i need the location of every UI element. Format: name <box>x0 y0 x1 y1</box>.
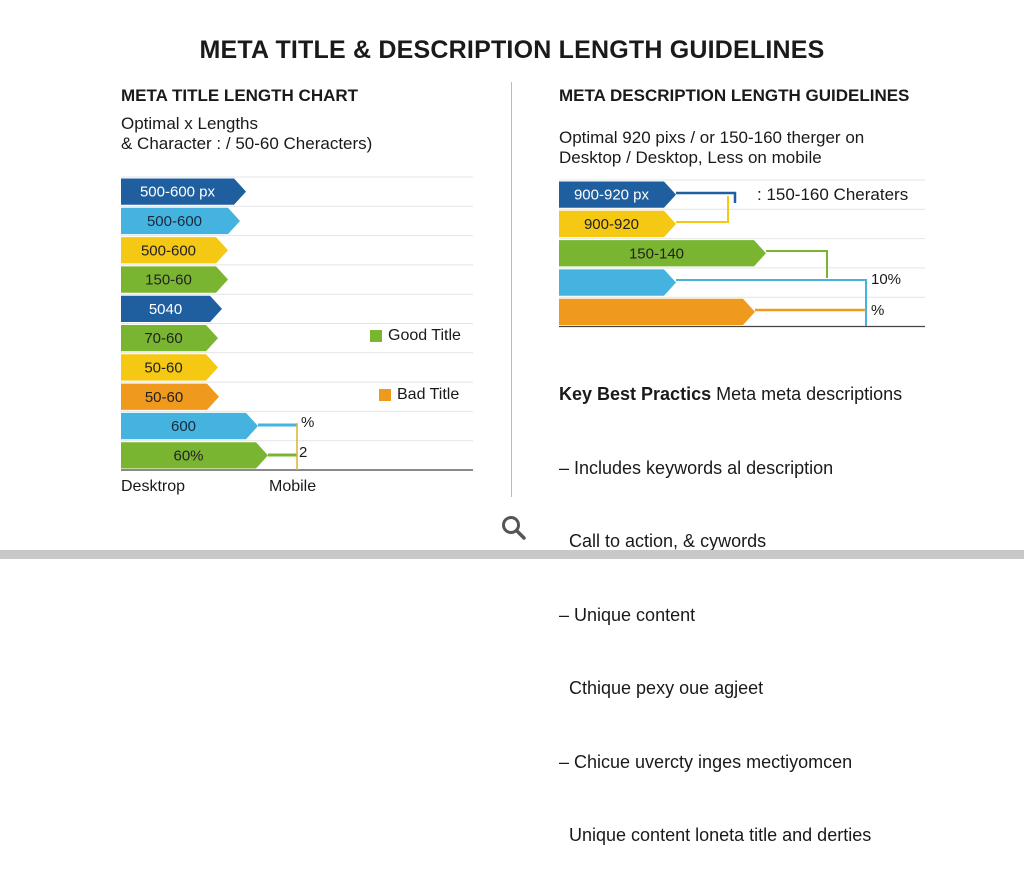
left-subtitle: Optimal x Lengths & Character : / 50-60 … <box>121 114 372 154</box>
title-length-bar <box>121 383 219 410</box>
best-practice-line: Call to action, & cywords <box>559 531 767 551</box>
chart-note: 10% <box>871 271 902 288</box>
connector-line <box>676 196 729 223</box>
legend-label: Bad Title <box>397 386 460 403</box>
desc-length-bar <box>559 269 676 296</box>
title-length-bar-label: 500-600 <box>141 242 196 259</box>
connector-label: % <box>301 414 315 431</box>
title-length-bar <box>121 325 218 352</box>
desc-length-bar <box>559 298 755 325</box>
best-practice-line: Cthique pexy oue agjeet <box>559 678 764 698</box>
left-subtitle-line1: Optimal x Lengths <box>121 114 259 133</box>
right-subtitle-line2: Desktop / Desktop, Less on mobile <box>559 148 822 167</box>
title-length-bar-label: 70-60 <box>144 330 182 347</box>
legend-label: Good Title <box>388 327 461 344</box>
title-length-bar-label: 500-600 px <box>140 184 216 201</box>
title-length-bar-label: 5040 <box>149 301 182 318</box>
chart-note: % <box>871 302 885 319</box>
title-length-bar <box>121 207 240 235</box>
search-icon[interactable] <box>499 513 529 548</box>
title-length-bar <box>121 266 228 293</box>
connector-line <box>766 250 828 278</box>
title-length-bar <box>121 237 228 264</box>
title-length-bar <box>121 354 218 381</box>
best-practices: Key Best Practics Meta meta descriptions… <box>559 333 902 872</box>
legend-good: Good Title <box>370 327 461 345</box>
title-length-bar <box>121 442 268 469</box>
title-length-svg: 500-600 px 500-600 500-600 150-60 5040 70-60 5… <box>121 176 473 471</box>
legend-swatch-green <box>370 330 382 342</box>
title-length-bar-label: 600 <box>171 418 196 435</box>
desc-length-bar <box>559 240 766 267</box>
title-length-bar <box>121 295 222 322</box>
best-practice-line: – Chicue uvercty inges mectiyomcen <box>559 751 853 772</box>
desc-length-bar-label: 900-920 px <box>574 187 650 204</box>
left-heading: META TITLE LENGTH CHART <box>121 86 359 105</box>
axis-label-desktop: Desktrop <box>121 478 186 495</box>
title-length-bar-label: 60% <box>173 447 203 464</box>
connector-line <box>676 191 737 203</box>
legend-swatch-orange <box>379 389 391 401</box>
desc-length-bar <box>559 210 676 238</box>
legend-bad: Bad Title <box>379 386 459 404</box>
title-length-bar-label: 500-600 <box>147 213 202 230</box>
best-practice-line: Unique content loneta title and derties <box>559 825 872 845</box>
title-length-bar-label: 150-60 <box>145 272 192 289</box>
title-length-bar <box>121 412 258 440</box>
best-practice-line: – Includes keywords al description <box>559 457 834 478</box>
best-practice-line: – Unique content <box>559 604 696 625</box>
desc-length-bar-label: 150-140 <box>629 245 684 262</box>
divider <box>511 82 512 497</box>
axis-label-mobile: Mobile <box>269 478 317 495</box>
chart-note: : 150-160 Cheraters <box>757 185 909 204</box>
left-subtitle-line2: & Character : / 50-60 Cheracters) <box>121 134 373 153</box>
page-title: META TITLE & DESCRIPTION LENGTH GUIDELIN… <box>199 36 825 64</box>
best-practices-heading-rest: Meta meta descriptions <box>711 384 903 404</box>
best-practices-heading: Key Best Practics Meta meta descriptions <box>559 382 902 407</box>
right-subtitle: Optimal 920 pixs / or 150-160 therger on… <box>559 128 864 168</box>
title-length-bar-label: 50-60 <box>145 389 183 406</box>
title-length-bar-label: 50-60 <box>144 359 182 376</box>
right-subtitle-line1: Optimal 920 pixs / or 150-160 therger on <box>559 128 865 147</box>
title-length-bar <box>121 178 246 205</box>
desc-length-bar-label: 900-920 <box>584 216 639 233</box>
connector-label: 2 <box>299 444 308 461</box>
bottom-scrollbar[interactable] <box>0 550 1024 559</box>
desc-length-bar <box>559 181 676 208</box>
best-practices-heading-bold: Key Best Practics <box>559 384 712 404</box>
right-heading: META DESCRIPTION LENGTH GUIDELINES <box>559 86 910 105</box>
desc-length-svg: 900-920 px 900-920 150-140 <box>559 179 925 328</box>
